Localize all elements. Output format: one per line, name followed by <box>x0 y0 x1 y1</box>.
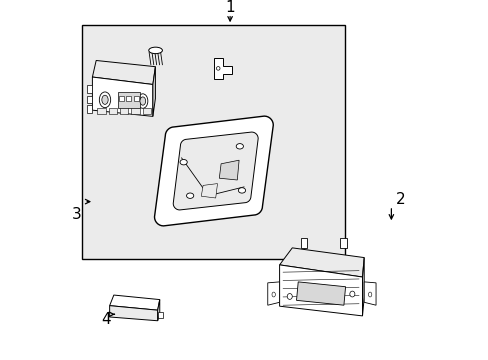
Ellipse shape <box>186 193 193 198</box>
Text: 1: 1 <box>225 0 234 15</box>
Ellipse shape <box>99 92 110 108</box>
Polygon shape <box>213 58 231 79</box>
Polygon shape <box>296 282 345 305</box>
Bar <box>120 108 128 114</box>
Bar <box>117 91 140 108</box>
Polygon shape <box>87 85 92 93</box>
Polygon shape <box>154 116 273 226</box>
Polygon shape <box>157 300 160 321</box>
Polygon shape <box>300 238 306 248</box>
Polygon shape <box>109 295 160 310</box>
Polygon shape <box>87 96 92 103</box>
Polygon shape <box>87 105 92 113</box>
Bar <box>131 108 140 114</box>
Polygon shape <box>92 77 153 116</box>
Ellipse shape <box>238 188 245 193</box>
Ellipse shape <box>367 292 371 297</box>
Polygon shape <box>267 282 279 305</box>
Ellipse shape <box>148 47 162 54</box>
Bar <box>82 25 345 259</box>
Ellipse shape <box>286 293 292 300</box>
Text: 2: 2 <box>395 192 405 207</box>
Ellipse shape <box>349 291 354 297</box>
Polygon shape <box>340 238 346 248</box>
Ellipse shape <box>102 95 108 104</box>
Polygon shape <box>92 60 155 85</box>
Text: 3: 3 <box>72 207 82 222</box>
Polygon shape <box>157 312 163 318</box>
Polygon shape <box>109 306 157 321</box>
Ellipse shape <box>271 292 275 297</box>
Bar <box>134 96 139 102</box>
Polygon shape <box>279 248 364 277</box>
Bar <box>108 108 117 114</box>
Ellipse shape <box>180 159 187 165</box>
Polygon shape <box>219 160 239 180</box>
Ellipse shape <box>236 144 243 149</box>
Bar <box>97 108 105 114</box>
Bar <box>142 108 151 114</box>
Ellipse shape <box>138 94 147 108</box>
Bar <box>126 96 131 102</box>
Text: 4: 4 <box>101 312 110 327</box>
Polygon shape <box>173 132 258 210</box>
Polygon shape <box>362 258 364 316</box>
Polygon shape <box>364 282 375 305</box>
Polygon shape <box>279 265 362 316</box>
Polygon shape <box>201 184 217 198</box>
Polygon shape <box>153 67 155 116</box>
Ellipse shape <box>140 97 145 105</box>
Ellipse shape <box>216 67 220 70</box>
Bar <box>119 96 123 102</box>
